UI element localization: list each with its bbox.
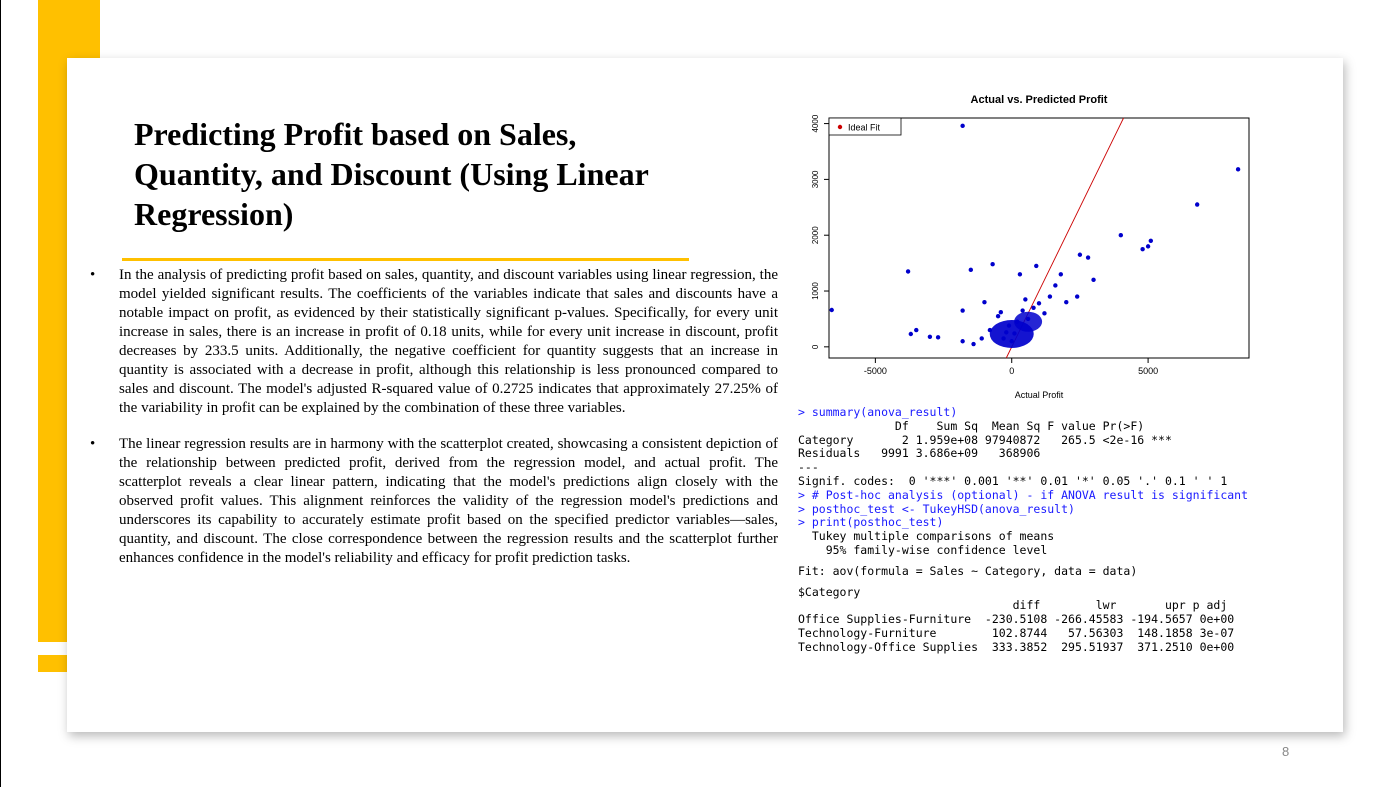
data-point — [1036, 301, 1042, 306]
console-output-line: $Category — [798, 584, 861, 599]
x-axis-label: Actual Profit — [1015, 390, 1064, 400]
data-point — [1140, 246, 1145, 252]
data-point — [998, 310, 1004, 315]
x-tick-label: 5000 — [1138, 366, 1158, 376]
data-point — [990, 262, 995, 267]
console-output-line: diff lwr upr p adj — [798, 598, 1228, 613]
data-point — [914, 327, 919, 333]
data-point — [905, 269, 911, 274]
console-output-line: 95% family-wise confidence level — [798, 542, 1048, 557]
bullet-list: • In the analysis of predicting profit b… — [90, 266, 778, 585]
legend: Ideal Fit — [828, 117, 902, 136]
console-output-line: Technology-Furniture 102.8744 57.56303 1… — [798, 625, 1235, 640]
console-output-line: Residuals 9991 3.686e+09 368906 — [798, 446, 1041, 461]
scatter-chart: Actual vs. Predicted Profit -5000 0 5000 0 1… — [811, 94, 1250, 400]
data-point — [1145, 244, 1151, 249]
y-tick-label: 4000 — [811, 114, 820, 132]
title-underline — [122, 258, 689, 261]
data-point — [1023, 297, 1028, 302]
console-command-line: > summary(anova_result) — [798, 405, 958, 419]
data-points — [829, 123, 1241, 348]
y-tick-label: 0 — [811, 344, 820, 349]
legend-box — [828, 117, 902, 136]
data-point — [1077, 252, 1083, 257]
y-tick-label: 1000 — [811, 282, 820, 300]
console-output-line: Tukey multiple comparisons of means — [798, 529, 1055, 544]
console-output-line: Signif. codes: 0 '***' 0.001 '**' 0.01 '… — [798, 473, 1228, 488]
data-point — [960, 123, 965, 129]
data-point — [908, 331, 914, 337]
accent-bar-left — [38, 58, 67, 642]
axis-ticks: -5000 0 5000 0 1000 2000 3000 4000 — [811, 114, 1158, 376]
data-point — [1194, 202, 1200, 207]
page-number: 8 — [1282, 744, 1290, 759]
bullet-text: In the analysis of predicting profit bas… — [119, 267, 778, 416]
left-edge-rule — [0, 0, 1, 787]
data-point — [982, 299, 987, 305]
console-output-line: Technology-Office Supplies 333.3852 295.… — [798, 639, 1235, 654]
x-tick-label: 0 — [1009, 366, 1014, 376]
bullet-item: • The linear regression results are in h… — [90, 435, 778, 568]
data-point — [960, 339, 965, 344]
data-point — [927, 334, 933, 339]
chart-title: Actual vs. Predicted Profit — [971, 94, 1108, 106]
console-command-line: > print(posthoc_test) — [798, 515, 944, 530]
data-point — [979, 336, 984, 341]
console-spacer — [798, 579, 1343, 586]
accent-block-top — [38, 0, 100, 58]
plot-frame — [828, 117, 1250, 359]
data-point — [1148, 238, 1154, 243]
data-point — [1058, 272, 1064, 277]
accent-block-bottom — [38, 655, 67, 672]
x-tick-label: -5000 — [864, 366, 887, 376]
console-command-line: > # Post-hoc analysis (optional) - if AN… — [798, 487, 1249, 502]
data-point — [968, 267, 974, 273]
data-point — [1042, 311, 1047, 316]
data-point — [1017, 272, 1023, 277]
console-output-line: Df Sum Sq Mean Sq F value Pr(>F) — [798, 418, 1145, 433]
data-point — [995, 313, 1001, 319]
data-point — [1064, 299, 1069, 305]
dense-point-cluster — [1014, 311, 1043, 332]
bullet-text: The linear regression results are in har… — [119, 436, 778, 566]
data-point — [1053, 283, 1058, 288]
data-point — [1091, 277, 1096, 283]
slide-card — [67, 58, 1343, 732]
data-point — [1118, 233, 1124, 238]
data-point — [960, 308, 965, 313]
legend-marker — [837, 124, 843, 130]
slide-title: Predicting Profit based on Sales, Quanti… — [134, 116, 649, 232]
console-output-line: Fit: aov(formula = Sales ~ Category, dat… — [798, 563, 1138, 578]
console-command-line: > posthoc_test <- TukeyHSD(anova_result) — [798, 501, 1075, 516]
r-console-output: > summary(anova_result) Df Sum Sq Mean S… — [798, 405, 1343, 655]
bullet-item: • In the analysis of predicting profit b… — [90, 266, 778, 418]
data-point — [1235, 167, 1241, 172]
console-output-line: Category 2 1.959e+08 97940872 265.5 <2e-… — [798, 432, 1172, 447]
console-output-line: --- — [798, 460, 819, 475]
data-point — [1085, 255, 1091, 260]
data-point — [935, 335, 941, 340]
y-tick-label: 3000 — [811, 170, 820, 188]
bullet-marker: • — [90, 436, 96, 452]
legend-label: Ideal Fit — [848, 123, 881, 133]
console-output-line: Office Supplies-Furniture -230.5108 -266… — [798, 612, 1235, 627]
data-point — [829, 307, 834, 313]
y-tick-label: 2000 — [811, 226, 820, 244]
data-point — [1074, 294, 1080, 299]
bullet-marker: • — [90, 267, 96, 283]
data-point — [1034, 263, 1039, 269]
data-point — [1047, 294, 1053, 299]
data-point — [971, 341, 976, 347]
data-point — [1031, 305, 1036, 310]
data-point — [1020, 308, 1025, 313]
